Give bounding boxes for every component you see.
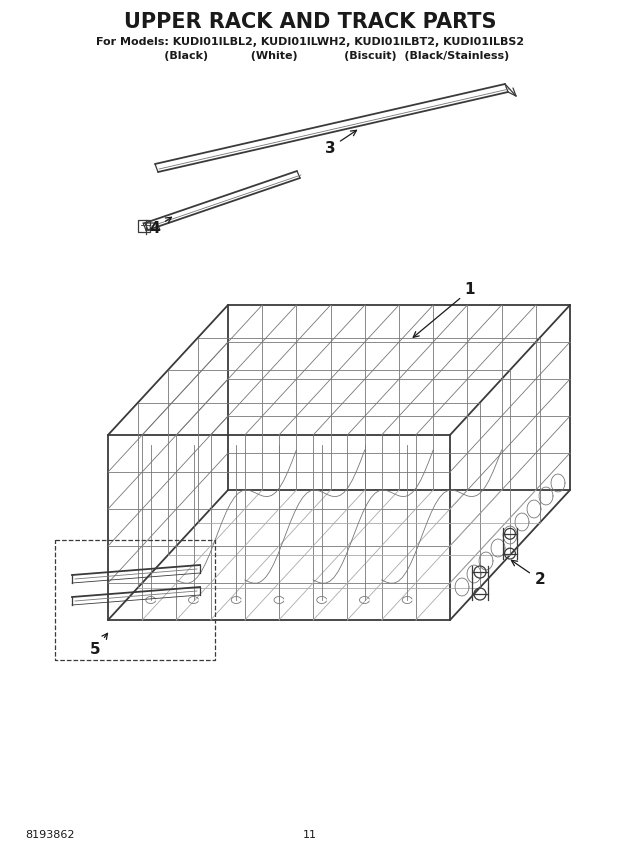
Text: UPPER RACK AND TRACK PARTS: UPPER RACK AND TRACK PARTS bbox=[124, 12, 496, 32]
Text: For Models: KUDI01ILBL2, KUDI01ILWH2, KUDI01ILBT2, KUDI01ILBS2: For Models: KUDI01ILBL2, KUDI01ILWH2, KU… bbox=[96, 37, 524, 47]
Text: 5: 5 bbox=[90, 633, 107, 657]
Text: 2: 2 bbox=[512, 561, 546, 587]
Text: 4: 4 bbox=[149, 217, 172, 235]
Text: 1: 1 bbox=[413, 282, 476, 337]
Text: 11: 11 bbox=[303, 830, 317, 840]
Text: 8193862: 8193862 bbox=[25, 830, 74, 840]
Text: (Black)           (White)            (Biscuit)  (Black/Stainless): (Black) (White) (Biscuit) (Black/Stainle… bbox=[110, 51, 510, 61]
Text: 3: 3 bbox=[325, 130, 356, 156]
